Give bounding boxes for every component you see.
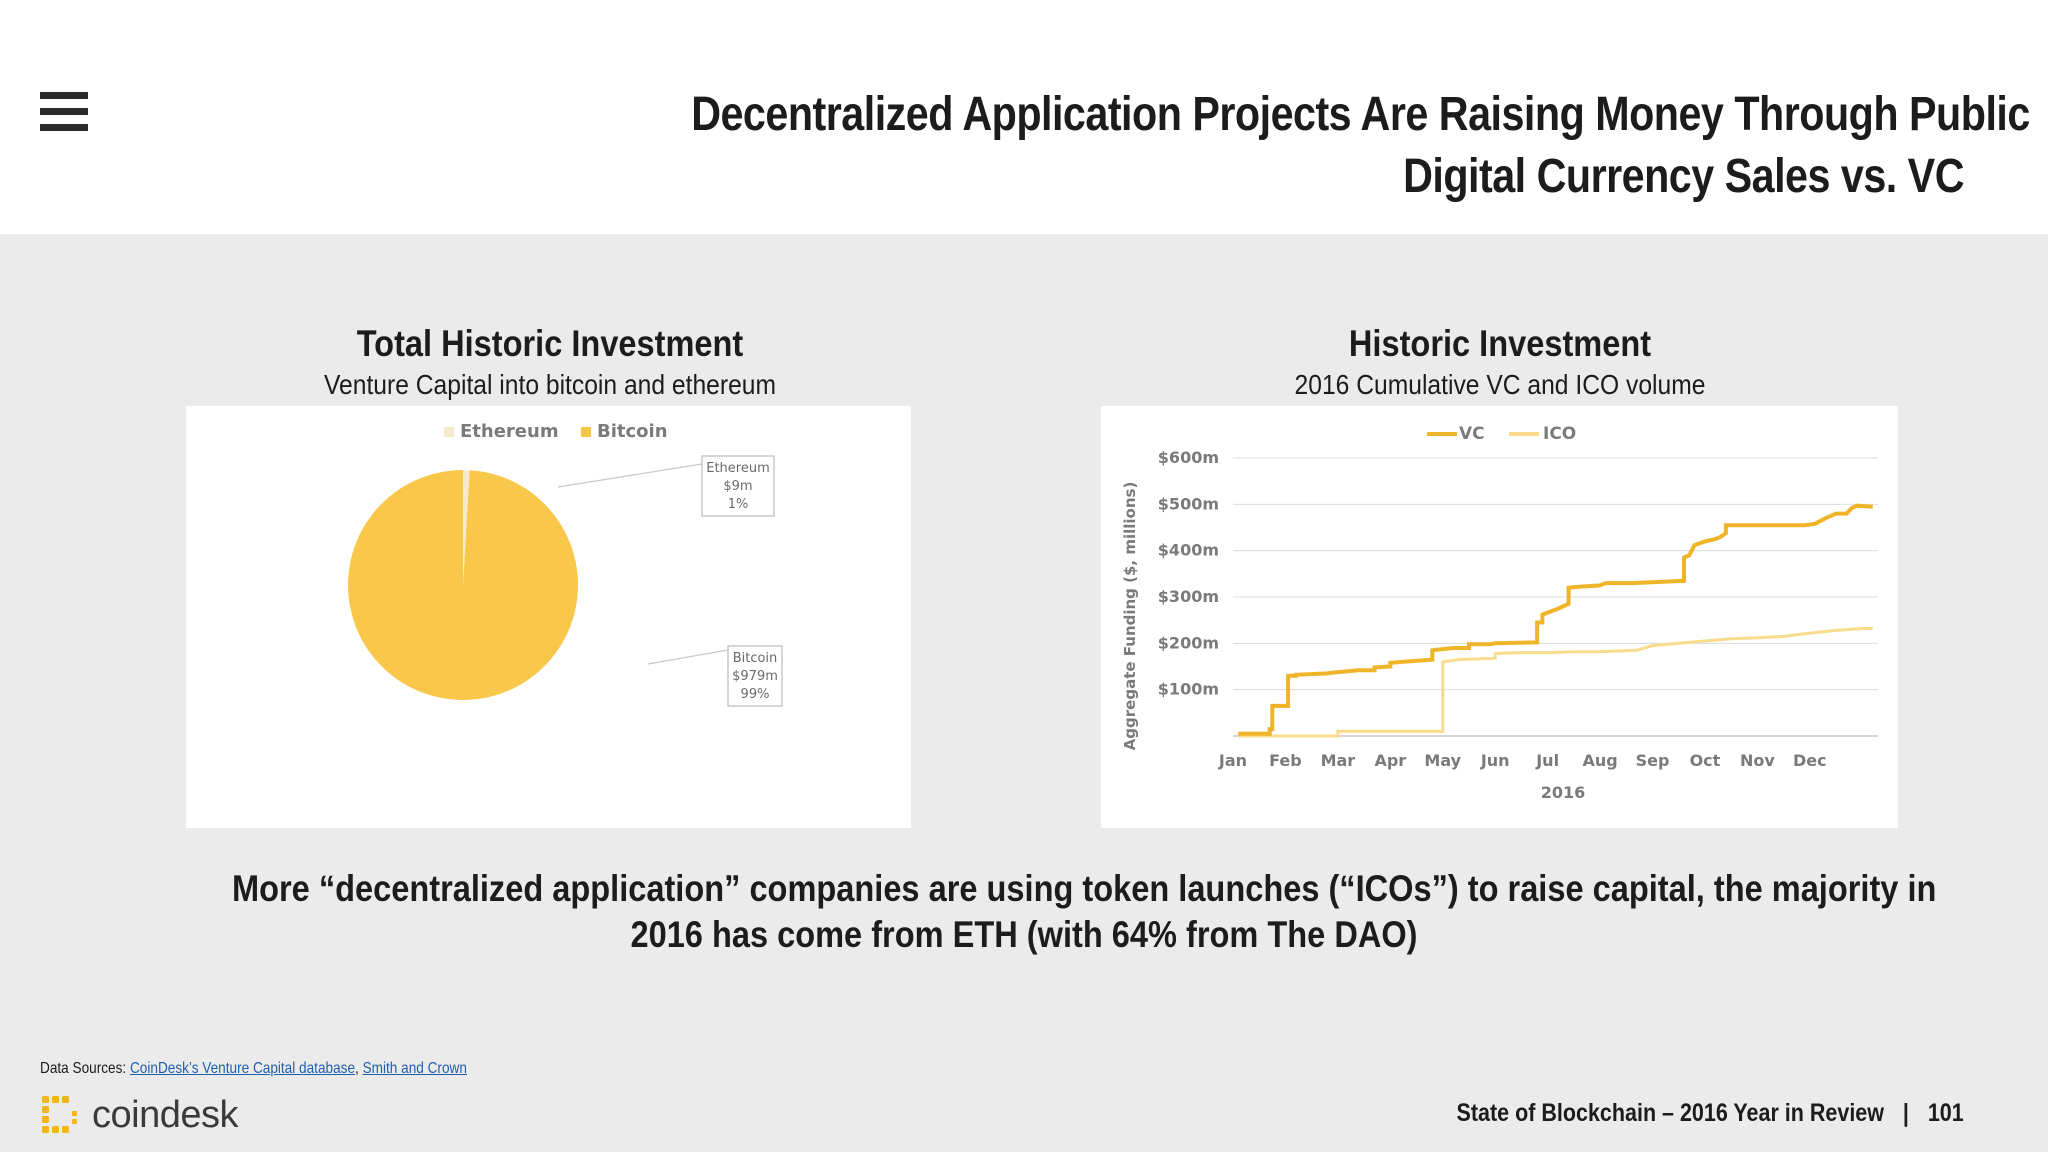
line-chart-subtitle: 2016 Cumulative VC and ICO volume bbox=[1294, 369, 1706, 400]
gridlines bbox=[1233, 457, 1878, 737]
legend-swatch-ethereum bbox=[444, 427, 454, 437]
legend-swatch-bitcoin bbox=[581, 427, 591, 437]
title-line-2: Digital Currency Sales vs. VC bbox=[1403, 150, 1964, 203]
legend-label-ethereum: Ethereum bbox=[460, 421, 559, 442]
callout-leader-ethereum bbox=[557, 463, 703, 488]
x-tick-label: Sep bbox=[1636, 751, 1670, 770]
callout-box-ethereum bbox=[701, 455, 775, 517]
line-chart: VC ICO $100m $200m $300m $400m $500m $600m Ja… bbox=[1121, 424, 1878, 802]
legend-label-vc: VC bbox=[1459, 424, 1485, 444]
coindesk-logo-icon bbox=[42, 1096, 77, 1133]
x-tick-label: Mar bbox=[1321, 751, 1356, 770]
x-tick-label: Jul bbox=[1535, 751, 1559, 770]
source-link-smith-and-crown[interactable]: Smith and Crown bbox=[362, 1060, 467, 1077]
callout-bitcoin-percent: 99% bbox=[741, 687, 770, 702]
x-tick-label: May bbox=[1424, 751, 1461, 770]
conclusion-line-1: More “decentralized application” compani… bbox=[232, 868, 1937, 909]
pie-chart-heading: Total Historic Investment Venture Capita… bbox=[242, 322, 858, 402]
hamburger-menu-icon[interactable] bbox=[40, 92, 88, 132]
x-tick-label: Nov bbox=[1740, 751, 1775, 770]
callout-bitcoin-value: $979m bbox=[732, 669, 778, 684]
line-chart-panel: VC ICO $100m $200m $300m $400m $500m $600m Ja… bbox=[1101, 406, 1898, 828]
slide-title: Decentralized Application Projects Are R… bbox=[691, 84, 2030, 208]
coindesk-logo[interactable]: coindesk bbox=[40, 1092, 270, 1138]
footer-report-info: State of Blockchain – 2016 Year in Revie… bbox=[1457, 1097, 1964, 1129]
pie-chart: Ethereum Bitcoin Ethereum $9m 1% Bitcoin… bbox=[347, 421, 783, 707]
line-chart-title: Historic Investment bbox=[1348, 323, 1652, 364]
slide-header: Decentralized Application Projects Are R… bbox=[0, 0, 2048, 234]
x-tick-label: Jan bbox=[1218, 751, 1247, 770]
pie-chart-subtitle: Venture Capital into bitcoin and ethereu… bbox=[323, 369, 777, 400]
callout-ethereum-value: $9m bbox=[723, 479, 752, 494]
pie-chart-title: Total Historic Investment bbox=[356, 323, 744, 364]
callout-ethereum-percent: 1% bbox=[728, 497, 749, 512]
x-tick-label: Aug bbox=[1582, 751, 1617, 770]
sources-separator: , bbox=[355, 1060, 359, 1077]
pie-slice-bitcoin bbox=[347, 470, 578, 700]
report-title: State of Blockchain – 2016 Year in Revie… bbox=[1456, 1099, 1885, 1127]
y-tick-label: $100m bbox=[1158, 680, 1219, 699]
y-tick-label: $300m bbox=[1158, 587, 1219, 606]
x-axis-ticks: Jan Feb Mar Apr May Jun Jul Aug Sep Oct Nov Dec bbox=[1218, 751, 1827, 770]
y-tick-label: $500m bbox=[1158, 494, 1219, 513]
x-tick-label: Oct bbox=[1690, 751, 1721, 770]
line-chart-heading: Historic Investment 2016 Cumulative VC a… bbox=[1192, 322, 1808, 402]
conclusion-text: More “decentralized application” compani… bbox=[232, 866, 1937, 958]
x-tick-label: Jun bbox=[1480, 751, 1510, 770]
x-tick-label: Feb bbox=[1269, 751, 1302, 770]
conclusion-line-2: 2016 has come from ETH (with 64% from Th… bbox=[630, 914, 1418, 955]
callout-box-bitcoin bbox=[727, 645, 783, 707]
page-number: 101 bbox=[1928, 1099, 1964, 1127]
y-axis-ticks: $100m $200m $300m $400m $500m $600m bbox=[1158, 448, 1219, 699]
callout-ethereum-name: Ethereum bbox=[706, 461, 770, 476]
y-tick-label: $600m bbox=[1158, 448, 1219, 467]
source-link-venture-capital-database[interactable]: CoinDesk’s Venture Capital database bbox=[129, 1060, 356, 1077]
pie-chart-panel: Ethereum Bitcoin Ethereum $9m 1% Bitcoin… bbox=[186, 406, 911, 828]
callout-leader-bitcoin bbox=[647, 649, 729, 674]
x-tick-label: Dec bbox=[1793, 751, 1827, 770]
y-axis-label: Aggregate Funding ($, millions) bbox=[1121, 482, 1139, 751]
legend-label-bitcoin: Bitcoin bbox=[597, 421, 668, 442]
callout-bitcoin-name: Bitcoin bbox=[733, 651, 778, 666]
data-sources: Data Sources: CoinDesk’s Venture Capital… bbox=[40, 1060, 467, 1078]
sources-label: Data Sources: bbox=[40, 1060, 127, 1077]
y-tick-label: $400m bbox=[1158, 541, 1219, 560]
x-tick-label: Apr bbox=[1374, 751, 1406, 770]
series-line-ico bbox=[1238, 627, 1873, 738]
x-axis-label: 2016 bbox=[1541, 783, 1586, 802]
title-line-1: Decentralized Application Projects Are R… bbox=[691, 88, 2030, 141]
y-tick-label: $200m bbox=[1158, 633, 1219, 652]
logo-text: coindesk bbox=[92, 1094, 238, 1136]
pie-slice-ethereum bbox=[463, 470, 470, 585]
series-line-vc bbox=[1238, 503, 1873, 736]
legend-label-ico: ICO bbox=[1543, 424, 1576, 444]
footer-divider: | bbox=[1903, 1099, 1910, 1127]
